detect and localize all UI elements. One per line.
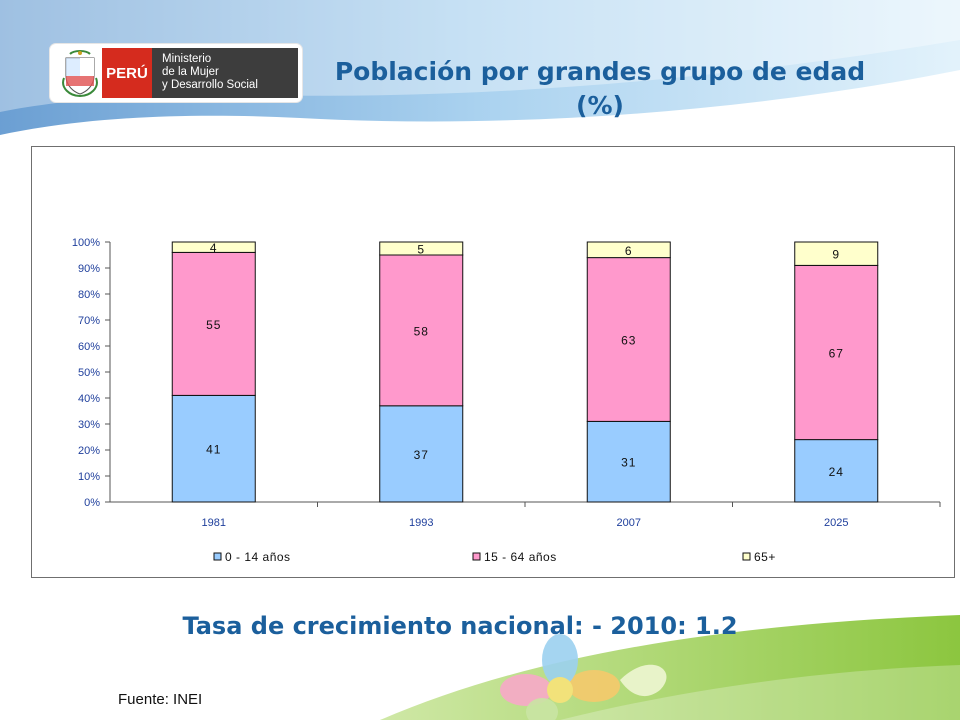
bar-segment — [171, 394, 256, 503]
x-tick-label: 2007 — [617, 517, 641, 529]
data-label: 5 — [417, 243, 425, 257]
x-tick-label: 1993 — [409, 517, 433, 529]
bar-segment — [379, 405, 464, 503]
ministry-name: Ministerio de la Mujer y Desarrollo Soci… — [152, 48, 298, 98]
y-tick-label: 40% — [78, 393, 100, 405]
data-label: 58 — [414, 324, 429, 338]
legend-label: 0 - 14 años — [225, 550, 291, 564]
bar-segment — [379, 241, 464, 256]
source-text: Fuente: INEI — [118, 691, 203, 708]
y-tick-label: 0% — [84, 497, 100, 509]
stacked-bar-chart: 0% 10% 20% 30% 40% 50% 60% 70% 80% 90% 100% 41 55 4 19… — [72, 237, 941, 564]
title-unit: (%) — [576, 91, 624, 120]
growth-rate-text: Tasa de crecimiento nacional: - 2010: 1.… — [182, 612, 738, 640]
bar-segment — [586, 420, 671, 503]
data-label: 37 — [414, 448, 429, 462]
x-tick-label: 1981 — [202, 517, 226, 529]
y-tick-label: 80% — [78, 289, 100, 301]
legend-swatch — [472, 552, 481, 561]
y-tick-label: 90% — [78, 263, 100, 275]
legend-swatch — [742, 552, 751, 561]
bar-segment — [586, 241, 671, 259]
data-label: 67 — [829, 347, 844, 361]
ministry-line: de la Mujer — [162, 66, 219, 78]
bar-segment — [171, 251, 256, 396]
y-tick-label: 60% — [78, 341, 100, 353]
y-tick-label: 30% — [78, 419, 100, 431]
bar-segment — [171, 241, 256, 253]
y-tick-label: 70% — [78, 315, 100, 327]
legend-label: 65+ — [754, 550, 776, 564]
bar-segment — [794, 241, 879, 266]
title-line: Población por grandes grupo de edad — [334, 57, 866, 86]
y-tick-label: 20% — [78, 445, 100, 457]
legend-swatch — [213, 552, 222, 561]
ministry-line: Ministerio — [162, 53, 212, 65]
coat-of-arms-icon — [62, 50, 98, 98]
y-tick-label: 100% — [72, 237, 100, 249]
ministry-line: y Desarrollo Social — [162, 79, 258, 91]
peru-label: PERÚ — [102, 48, 152, 98]
data-label: 41 — [206, 443, 221, 457]
data-label: 63 — [621, 334, 636, 348]
page-title: Población por grandes grupo de edad (%) — [300, 55, 900, 123]
data-label: 24 — [829, 465, 844, 479]
y-tick-label: 50% — [78, 367, 100, 379]
data-label: 4 — [210, 241, 218, 255]
y-tick-label: 10% — [78, 471, 100, 483]
x-tick-label: 2025 — [824, 517, 848, 529]
flower-icon — [500, 634, 667, 720]
data-label: 31 — [621, 456, 636, 470]
bar-segment — [379, 254, 464, 407]
legend-label: 15 - 64 años — [484, 550, 557, 564]
bar-segment — [794, 439, 879, 503]
data-label: 6 — [625, 244, 633, 258]
bottom-wave-light — [560, 665, 960, 720]
bar-segment — [794, 264, 879, 441]
data-label: 55 — [206, 318, 221, 332]
data-label: 9 — [832, 248, 840, 262]
